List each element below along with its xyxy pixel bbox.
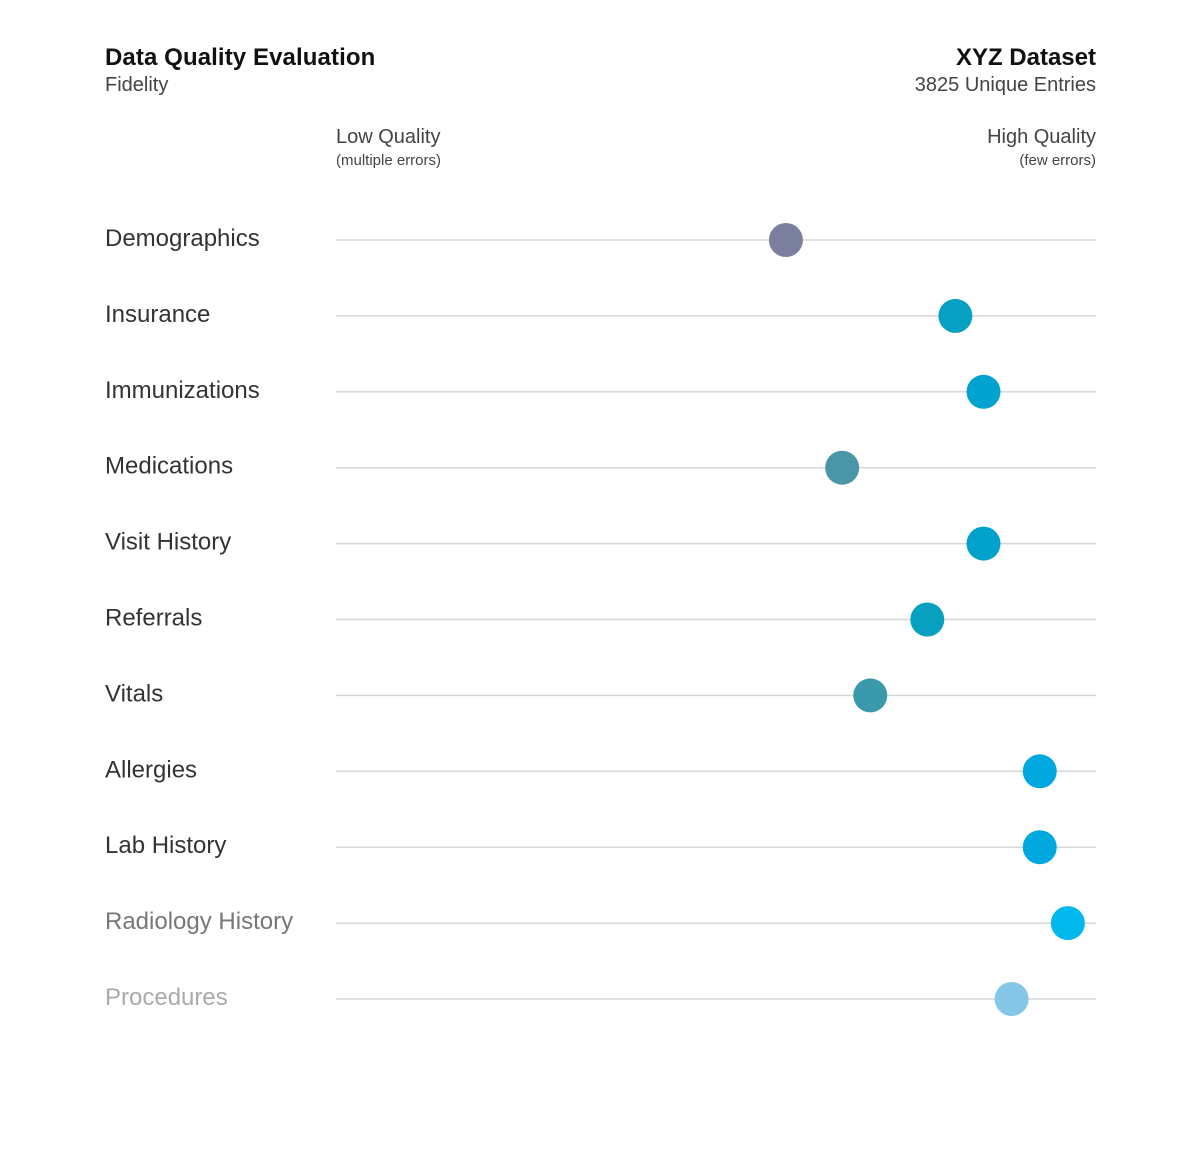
data-point-procedures bbox=[994, 982, 1029, 1016]
data-point-lab-history bbox=[1022, 830, 1057, 865]
category-label-immunizations: Immunizations bbox=[105, 377, 260, 404]
dataset-name: XYZ Dataset bbox=[955, 44, 1096, 71]
category-label-visit-history: Visit History bbox=[105, 529, 231, 556]
data-point-demographics bbox=[768, 223, 803, 257]
chart-title: Data Quality Evaluation bbox=[105, 44, 376, 71]
data-point-referrals bbox=[910, 602, 945, 637]
category-label-radiology-history: Radiology History bbox=[105, 908, 293, 935]
dataset-entries: 3825 Unique Entries bbox=[914, 74, 1096, 96]
data-point-vitals bbox=[853, 678, 888, 713]
data-point-insurance bbox=[938, 298, 973, 333]
category-label-vitals: Vitals bbox=[105, 680, 163, 707]
high-quality-sublabel: (few errors) bbox=[1019, 152, 1096, 169]
data-point-radiology-history bbox=[1050, 906, 1085, 941]
category-label-insurance: Insurance bbox=[105, 301, 210, 328]
data-point-allergies bbox=[1022, 754, 1057, 789]
low-quality-sublabel: (multiple errors) bbox=[336, 152, 442, 169]
high-quality-label: High Quality bbox=[987, 126, 1096, 148]
chart-subtitle: Fidelity bbox=[105, 74, 169, 96]
low-quality-label: Low Quality bbox=[336, 126, 441, 148]
category-label-medications: Medications bbox=[105, 453, 233, 480]
category-label-lab-history: Lab History bbox=[105, 832, 226, 859]
data-point-visit-history bbox=[966, 526, 1001, 561]
category-label-referrals: Referrals bbox=[105, 605, 202, 632]
category-label-allergies: Allergies bbox=[105, 756, 197, 783]
category-label-demographics: Demographics bbox=[105, 225, 260, 252]
category-label-procedures: Procedures bbox=[105, 984, 228, 1011]
data-point-medications bbox=[825, 450, 860, 485]
data-point-immunizations bbox=[966, 374, 1001, 409]
